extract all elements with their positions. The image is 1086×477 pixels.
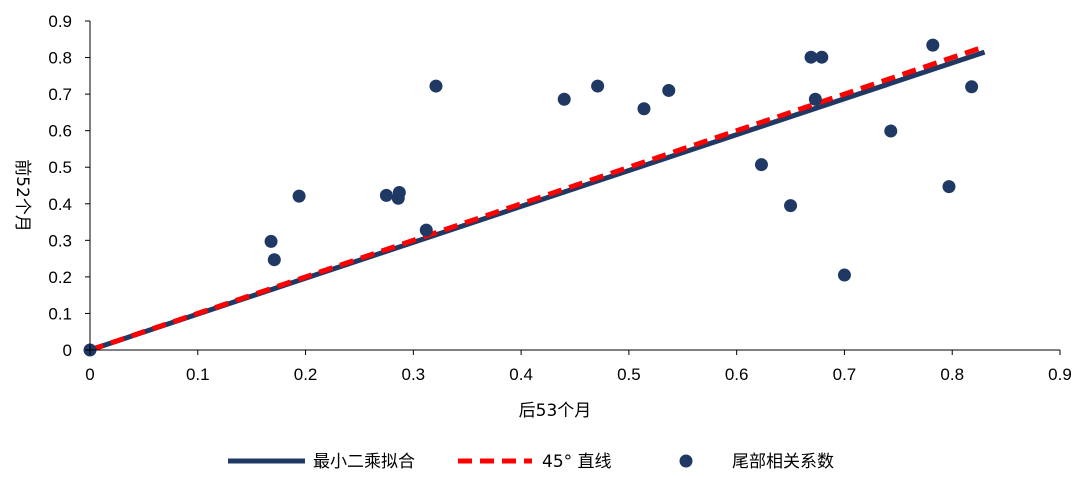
scatter-point [942, 180, 956, 194]
scatter-point [815, 50, 829, 64]
legend-fit-label: 最小二乘拟合 [313, 452, 415, 472]
scatter-point [264, 234, 278, 248]
y-tick-label: 0.9 [48, 12, 72, 31]
y-axis-title: 前52个月 [12, 159, 32, 232]
y-tick-label: 0 [63, 341, 72, 360]
x-tick-label: 0 [85, 365, 94, 384]
x-tick-label: 0.8 [940, 365, 964, 384]
legend-scatter-swatch [679, 454, 693, 468]
legend: 最小二乘拟合 45° 直线 尾部相关系数 [228, 452, 834, 472]
y-tick-label: 0.5 [48, 158, 72, 177]
x-tick-label: 0.4 [509, 365, 533, 384]
legend-scatter-label: 尾部相关系数 [732, 452, 834, 472]
y-tick-label: 0.6 [48, 122, 72, 141]
x-axis-title: 后53个月 [519, 401, 592, 421]
x-tick-label: 0.1 [186, 365, 210, 384]
y-tick-label: 0.7 [48, 85, 72, 104]
scatter-point [419, 223, 433, 237]
scatter-point [837, 268, 851, 282]
y-tick-label: 0.2 [48, 268, 72, 287]
x-tick-label: 0.7 [833, 365, 857, 384]
scatter-point [267, 253, 281, 267]
scatter-point [926, 38, 940, 52]
plot-area [83, 38, 986, 357]
x-tick-label: 0.5 [617, 365, 641, 384]
y-tick-label: 0.8 [48, 49, 72, 68]
scatter-point [884, 124, 898, 138]
scatter-point [965, 80, 979, 94]
axes: 0 0.1 0.2 0.3 0.4 0.5 0.6 0.7 0.8 0.9 0 0.1 0.2 0.3 0.… [48, 12, 1071, 384]
scatter-point [392, 185, 406, 199]
scatter-point [292, 189, 306, 203]
x-tick-label: 0.3 [402, 365, 426, 384]
legend-diagonal-label: 45° 直线 [542, 452, 612, 472]
scatter-point [754, 158, 768, 172]
scatter-point [662, 83, 676, 97]
y-tick-label: 0.1 [48, 304, 72, 323]
y-tick-label: 0.3 [48, 231, 72, 250]
y-tick-label: 0.4 [48, 195, 72, 214]
scatter-point [804, 50, 818, 64]
x-tick-label: 0.2 [294, 365, 318, 384]
diagonal-45-line [89, 44, 984, 353]
x-tick-label: 0.9 [1048, 365, 1072, 384]
scatter-point [557, 92, 571, 106]
x-tick-label: 0.6 [725, 365, 749, 384]
scatter-point [637, 102, 651, 116]
scatter-point [591, 79, 605, 93]
scatter-point [808, 92, 822, 106]
scatter-point [429, 79, 443, 93]
scatter-point [379, 188, 393, 202]
scatter-point [784, 199, 798, 213]
